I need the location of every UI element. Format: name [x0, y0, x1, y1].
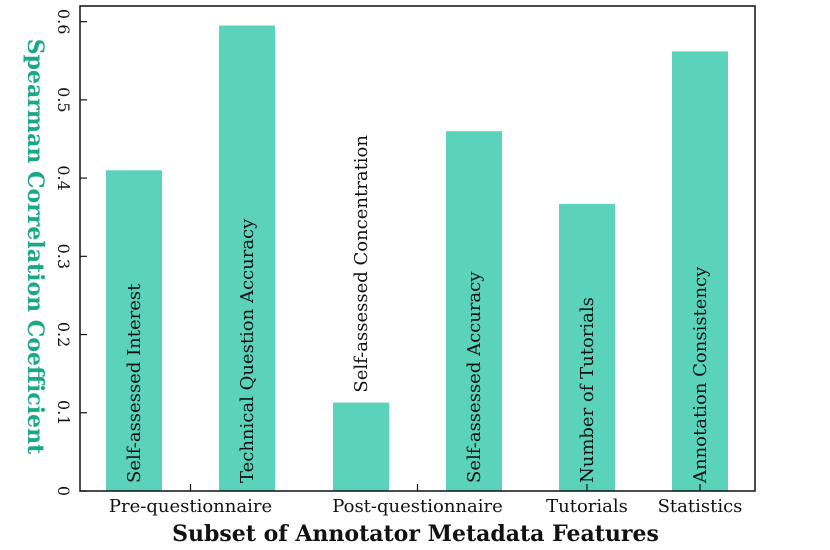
x-axis-title: Subset of Annotator Metadata Features	[172, 521, 659, 547]
x-group-label: Post-questionnaire	[332, 496, 503, 517]
bar-label: Self-assessed Interest	[124, 283, 145, 483]
y-tick-label: 0.5	[54, 87, 73, 112]
y-axis-title: Spearman Correlation Coefficient	[22, 39, 48, 455]
y-tick-label: 0.2	[54, 322, 73, 347]
bar-label: Annotation Consistency	[690, 266, 711, 484]
x-group-label: Tutorials	[546, 496, 628, 517]
plot-frame	[79, 5, 756, 492]
bar-label: Self-assessed Accuracy	[464, 271, 485, 483]
y-tick-label: 0.4	[54, 165, 73, 190]
bar	[106, 170, 162, 491]
bar	[559, 203, 615, 491]
y-tick-label: 0.3	[54, 244, 73, 269]
bar	[219, 25, 275, 491]
y-axis-ticks: 0 0.1 0.2 0.3 0.4 0.5 0.6	[54, 9, 87, 496]
x-axis-group-labels: Pre-questionnaire Post-questionnaire Tutor…	[109, 484, 743, 517]
y-tick-label: 0	[54, 486, 73, 496]
bar-label: Technical Question Accuracy	[237, 218, 258, 483]
bar	[672, 51, 728, 491]
y-tick-label: 0.6	[54, 9, 73, 34]
bars	[106, 25, 728, 491]
x-group-label: Statistics	[658, 496, 743, 517]
bar	[446, 131, 502, 491]
bar-label: Self-assessed Concentration	[351, 135, 372, 393]
x-group-label: Pre-questionnaire	[109, 496, 272, 517]
bar	[333, 402, 389, 491]
bar-label: Number of Tutorials	[577, 297, 598, 483]
y-tick-label: 0.1	[54, 400, 73, 425]
bar-labels: Self-assessed Interest Technical Question…	[124, 135, 711, 484]
